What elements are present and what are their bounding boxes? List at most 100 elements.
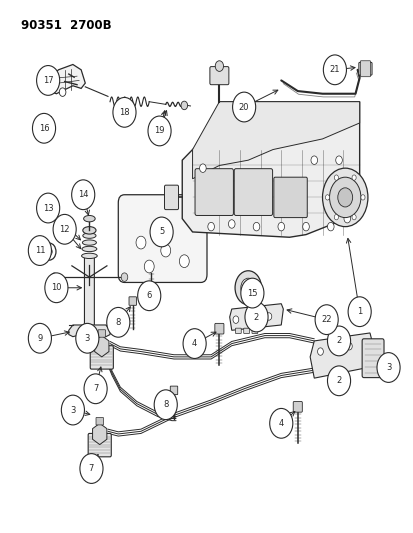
Polygon shape	[69, 325, 110, 337]
Text: 5: 5	[159, 228, 164, 237]
Circle shape	[329, 177, 360, 217]
Circle shape	[36, 66, 59, 95]
Text: 18: 18	[119, 108, 130, 117]
Circle shape	[32, 114, 55, 143]
Circle shape	[180, 101, 187, 110]
Circle shape	[346, 343, 351, 350]
FancyBboxPatch shape	[88, 433, 111, 457]
Circle shape	[53, 214, 76, 244]
Text: 8: 8	[115, 318, 121, 327]
FancyBboxPatch shape	[209, 67, 228, 85]
Circle shape	[240, 278, 263, 308]
Circle shape	[183, 329, 206, 359]
Circle shape	[351, 214, 355, 220]
Circle shape	[376, 353, 399, 382]
Text: 10: 10	[51, 283, 62, 292]
Circle shape	[333, 175, 337, 180]
Text: 2: 2	[336, 376, 341, 385]
Text: 4: 4	[192, 339, 197, 348]
Text: 14: 14	[78, 190, 88, 199]
Text: 20: 20	[238, 102, 249, 111]
Circle shape	[266, 313, 271, 320]
Circle shape	[333, 214, 337, 220]
FancyBboxPatch shape	[164, 185, 178, 209]
Circle shape	[232, 92, 255, 122]
Circle shape	[331, 345, 337, 353]
Text: 13: 13	[43, 204, 53, 213]
Circle shape	[302, 222, 309, 231]
FancyBboxPatch shape	[170, 386, 177, 394]
Polygon shape	[48, 64, 85, 94]
Circle shape	[28, 324, 51, 353]
Circle shape	[347, 297, 370, 327]
Circle shape	[244, 302, 268, 332]
Polygon shape	[192, 102, 359, 179]
Circle shape	[50, 77, 57, 86]
FancyBboxPatch shape	[129, 297, 136, 305]
Text: 16: 16	[38, 124, 49, 133]
Circle shape	[80, 454, 103, 483]
FancyBboxPatch shape	[361, 339, 383, 377]
Circle shape	[240, 278, 255, 297]
Circle shape	[317, 348, 323, 356]
Circle shape	[147, 116, 171, 146]
Circle shape	[215, 61, 223, 71]
Circle shape	[207, 222, 214, 231]
Circle shape	[325, 195, 329, 200]
Text: 4: 4	[278, 419, 283, 428]
FancyBboxPatch shape	[118, 195, 206, 282]
Text: 15: 15	[247, 288, 257, 297]
FancyBboxPatch shape	[147, 293, 154, 302]
Ellipse shape	[83, 233, 96, 238]
Polygon shape	[309, 333, 371, 378]
Circle shape	[36, 193, 59, 223]
Ellipse shape	[82, 246, 97, 252]
Circle shape	[76, 324, 99, 353]
FancyBboxPatch shape	[243, 328, 249, 334]
Text: 7: 7	[93, 384, 98, 393]
Ellipse shape	[82, 240, 96, 245]
FancyBboxPatch shape	[195, 168, 233, 215]
Circle shape	[59, 88, 66, 96]
Text: 2: 2	[253, 312, 259, 321]
Circle shape	[323, 55, 346, 85]
Text: 6: 6	[146, 291, 152, 300]
Text: 9: 9	[37, 334, 43, 343]
Circle shape	[84, 374, 107, 403]
Text: 1: 1	[356, 307, 361, 316]
FancyBboxPatch shape	[96, 417, 103, 425]
Text: 90351  2700B: 90351 2700B	[21, 19, 112, 33]
Circle shape	[233, 316, 238, 324]
Text: 7: 7	[88, 464, 94, 473]
Circle shape	[351, 175, 355, 180]
Text: 22: 22	[320, 315, 331, 324]
FancyBboxPatch shape	[234, 168, 272, 215]
Text: 3: 3	[84, 334, 90, 343]
Circle shape	[121, 273, 128, 281]
Circle shape	[179, 255, 189, 268]
Polygon shape	[182, 102, 359, 237]
Text: 2: 2	[336, 336, 341, 345]
Text: 12: 12	[59, 225, 70, 234]
Circle shape	[322, 168, 367, 227]
Ellipse shape	[83, 215, 95, 222]
Circle shape	[314, 305, 337, 335]
Circle shape	[343, 214, 350, 223]
FancyBboxPatch shape	[358, 62, 371, 75]
Text: 3: 3	[385, 363, 390, 372]
Text: 17: 17	[43, 76, 53, 85]
Circle shape	[337, 188, 352, 207]
Circle shape	[327, 326, 350, 356]
Circle shape	[310, 156, 317, 165]
FancyBboxPatch shape	[235, 328, 241, 334]
Circle shape	[269, 408, 292, 438]
Circle shape	[113, 98, 136, 127]
Ellipse shape	[81, 253, 97, 259]
Circle shape	[360, 195, 364, 200]
FancyBboxPatch shape	[90, 346, 113, 369]
Polygon shape	[93, 423, 107, 445]
FancyBboxPatch shape	[252, 328, 257, 334]
Circle shape	[138, 281, 160, 311]
Circle shape	[249, 314, 255, 322]
Polygon shape	[95, 336, 109, 357]
